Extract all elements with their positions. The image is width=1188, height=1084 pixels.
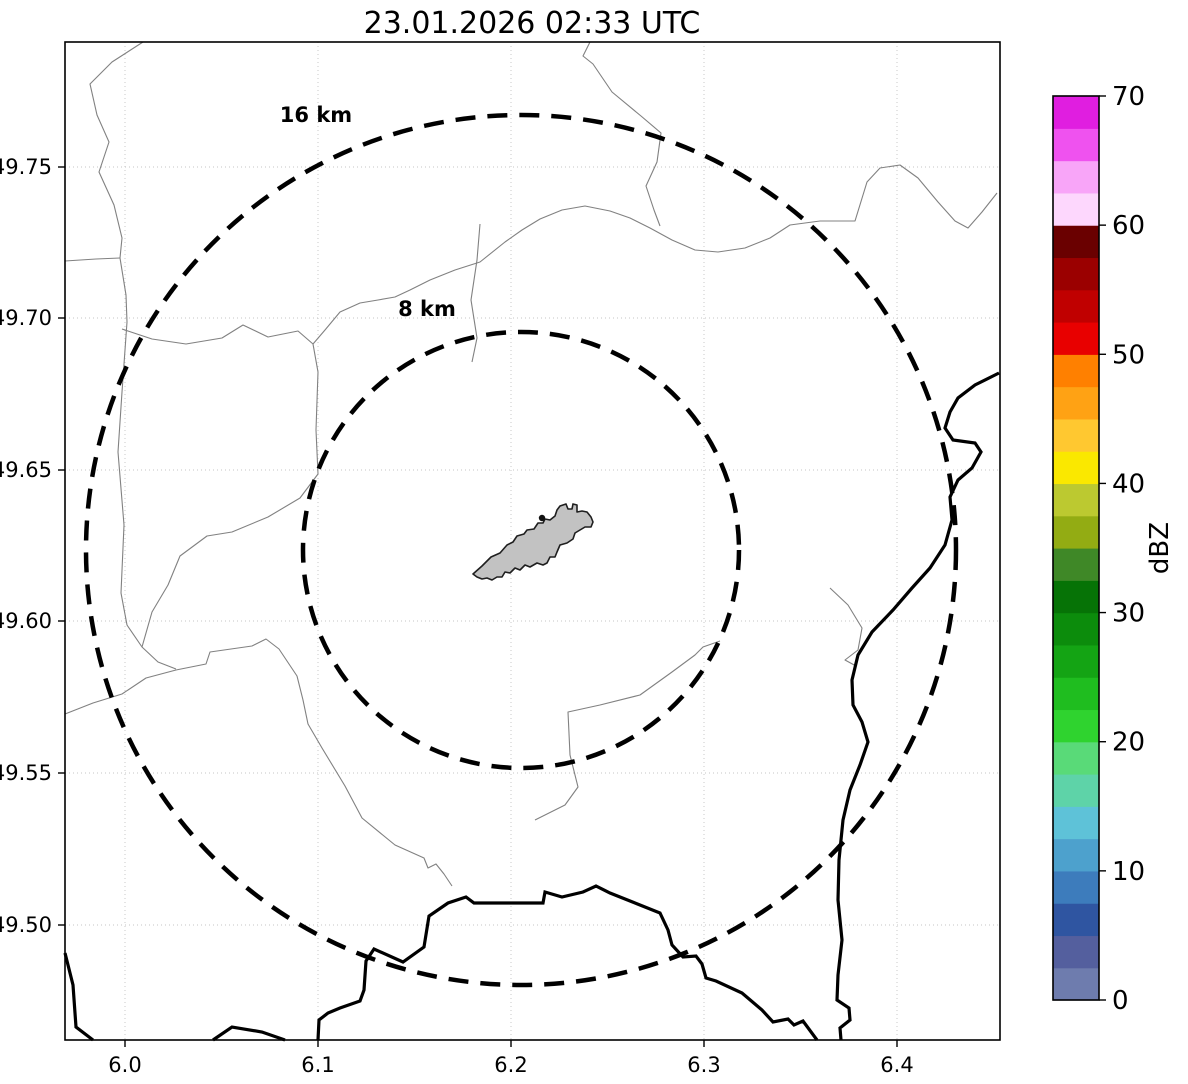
colorbar-segment bbox=[1053, 225, 1099, 259]
colorbar-tick-label: 60 bbox=[1112, 211, 1145, 241]
colorbar-tick-label: 40 bbox=[1112, 469, 1145, 499]
boundary-line bbox=[64, 257, 121, 262]
figure-title: 23.01.2026 02:33 UTC bbox=[364, 6, 701, 41]
boundary-line bbox=[89, 41, 177, 670]
x-tick-label: 6.2 bbox=[494, 1053, 527, 1077]
y-tick-label: 49.75 bbox=[0, 155, 52, 179]
range-ring-8km bbox=[300, 329, 742, 771]
colorbar-tick-label: 10 bbox=[1112, 857, 1145, 887]
city-boundary-shape bbox=[472, 503, 594, 581]
colorbar-segment bbox=[1053, 677, 1099, 711]
colorbar-tick-label: 30 bbox=[1112, 599, 1145, 629]
y-tick-label: 49.70 bbox=[0, 306, 52, 330]
boundary-line bbox=[64, 638, 453, 887]
boundary-line bbox=[829, 587, 863, 667]
boundary-line bbox=[470, 223, 481, 363]
y-tick-label: 49.50 bbox=[0, 913, 52, 937]
colorbar-segment bbox=[1053, 806, 1099, 840]
x-tick-label: 6.1 bbox=[301, 1053, 334, 1077]
colorbar-segment bbox=[1053, 515, 1099, 549]
colorbar-segment bbox=[1053, 128, 1099, 162]
colorbar-tick-label: 0 bbox=[1112, 986, 1129, 1016]
colorbar-segment bbox=[1053, 774, 1099, 807]
colorbar-segment bbox=[1053, 386, 1099, 420]
colorbar-segment bbox=[1053, 354, 1099, 388]
colorbar-tick-label: 20 bbox=[1112, 728, 1145, 758]
colorbar-segment bbox=[1053, 838, 1099, 872]
colorbar-segment bbox=[1053, 935, 1099, 969]
range-ring-label-8km: 8 km bbox=[398, 297, 456, 321]
boundary-line bbox=[534, 640, 721, 821]
colorbar-segment bbox=[1053, 289, 1099, 323]
y-tick-label: 49.55 bbox=[0, 761, 52, 785]
colorbar-segment bbox=[1053, 96, 1099, 129]
colorbar-segment bbox=[1053, 903, 1099, 937]
border-line bbox=[212, 1025, 286, 1042]
colorbar: 0 10 20 30 40 50 60 70 bbox=[1052, 82, 1145, 1016]
colorbar-segment bbox=[1053, 257, 1099, 291]
colorbar-segment bbox=[1053, 709, 1099, 743]
map-layer: 16 km 8 km 6.0 6.1 6.2 6.3 6.4 49.75 49.70 49.65 4… bbox=[0, 41, 1001, 1077]
x-tick-label: 6.3 bbox=[687, 1053, 720, 1077]
colorbar-segment bbox=[1053, 870, 1099, 904]
colorbar-segment bbox=[1053, 612, 1099, 646]
x-tick-label: 6.0 bbox=[108, 1053, 141, 1077]
colorbar-tick-label: 50 bbox=[1112, 340, 1145, 370]
colorbar-segment bbox=[1053, 967, 1099, 1001]
colorbar-tick-label: 70 bbox=[1112, 82, 1145, 112]
colorbar-segment bbox=[1053, 483, 1099, 517]
colorbar-segment bbox=[1053, 548, 1099, 581]
boundary-line bbox=[121, 324, 319, 648]
border-line bbox=[63, 952, 94, 1042]
y-tick-label: 49.65 bbox=[0, 458, 52, 482]
range-ring-16km bbox=[83, 112, 959, 988]
colorbar-segment bbox=[1053, 451, 1099, 485]
colorbar-outline bbox=[1052, 95, 1100, 1001]
boundary-line bbox=[582, 41, 662, 227]
border-line bbox=[316, 884, 819, 1041]
marker-dot bbox=[538, 514, 546, 522]
x-tick-label: 6.4 bbox=[880, 1053, 913, 1077]
colorbar-segment bbox=[1053, 580, 1099, 614]
colorbar-segment bbox=[1053, 160, 1099, 194]
colorbar-segment bbox=[1053, 418, 1099, 452]
y-tick-label: 49.60 bbox=[0, 609, 52, 633]
colorbar-segment bbox=[1053, 322, 1099, 355]
boundary-line bbox=[312, 164, 998, 345]
axes-frame bbox=[64, 41, 1001, 1041]
colorbar-segment bbox=[1053, 644, 1099, 678]
border-line bbox=[835, 371, 1000, 1041]
colorbar-axis-label: dBZ bbox=[1145, 522, 1175, 574]
colorbar-segment bbox=[1053, 741, 1099, 775]
range-ring-label-16km: 16 km bbox=[280, 103, 352, 127]
colorbar-segment bbox=[1053, 192, 1099, 226]
